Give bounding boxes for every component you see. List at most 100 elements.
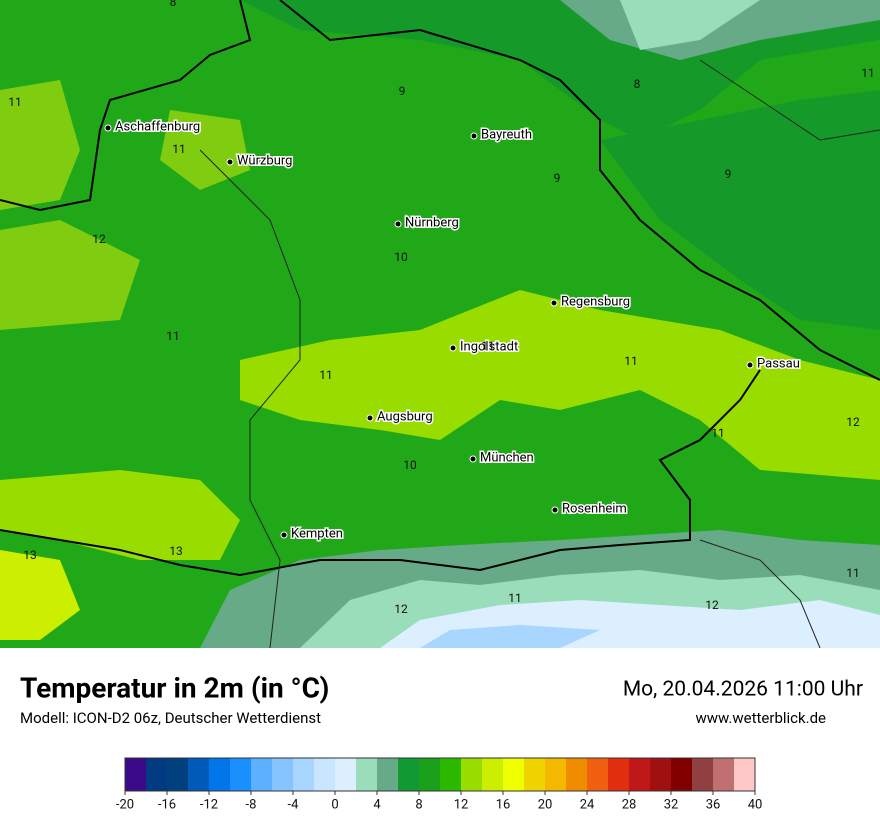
city-dot bbox=[394, 220, 402, 228]
colorbar-segment bbox=[671, 758, 693, 791]
alpine-area bbox=[420, 625, 600, 648]
colorbar-segment bbox=[440, 758, 462, 791]
colorbar-segment bbox=[503, 758, 525, 791]
city-label: Würzburg bbox=[237, 153, 293, 168]
city-dot bbox=[550, 299, 558, 307]
city-dot bbox=[746, 361, 754, 369]
colorbar-segment bbox=[230, 758, 252, 791]
temperature-label: 12 bbox=[394, 602, 408, 616]
state-border bbox=[199, 149, 301, 648]
colorbar-tick-label: 8 bbox=[415, 797, 422, 812]
city-dot bbox=[551, 506, 559, 514]
temperature-label: 13 bbox=[23, 548, 37, 562]
colorbar-segment bbox=[167, 758, 189, 791]
temperature-label: 9 bbox=[554, 171, 561, 185]
colorbar-tick-label: -20 bbox=[116, 797, 134, 812]
colorbar-segment bbox=[461, 758, 483, 791]
border bbox=[0, 369, 761, 577]
temperature-label: 11 bbox=[319, 368, 333, 382]
colorbar-segment bbox=[251, 758, 273, 791]
city-label: Augsburg bbox=[377, 409, 433, 424]
info-panel: Temperatur in 2m (in °C) Modell: ICON-D2… bbox=[20, 671, 863, 812]
city-label: Aschaffenburg bbox=[115, 119, 200, 134]
warm-area bbox=[0, 550, 80, 640]
website: www.wetterblick.de bbox=[696, 709, 827, 727]
colorbar-tick-label: 28 bbox=[622, 797, 637, 812]
city-label: Rosenheim bbox=[562, 501, 627, 516]
colorbar-segment bbox=[398, 758, 420, 791]
temperature-label: 12 bbox=[92, 232, 106, 246]
colorbar-tick-label: 36 bbox=[706, 797, 721, 812]
colorbar-segment bbox=[188, 758, 210, 791]
colorbar-segment bbox=[524, 758, 546, 791]
city-dot bbox=[470, 132, 478, 140]
temperature-label: 8 bbox=[634, 77, 641, 91]
temperature-label: 8 bbox=[170, 0, 177, 9]
temperature-label: 10 bbox=[394, 250, 408, 264]
colorbar-tick-label: -4 bbox=[288, 797, 300, 812]
city-label: Nürnberg bbox=[405, 215, 459, 230]
temperature-label: 11 bbox=[711, 426, 725, 440]
temperature-label: 11 bbox=[846, 566, 860, 580]
map: Aschaffenburg Würzburg Bayreuth Nürnberg Reg… bbox=[0, 0, 880, 648]
subtitle: Modell: ICON-D2 06z, Deutscher Wetterdie… bbox=[20, 709, 321, 727]
temperature-label: 9 bbox=[725, 167, 732, 181]
state-border bbox=[699, 59, 880, 141]
warm-area bbox=[0, 220, 140, 330]
colorbar-segment bbox=[125, 758, 147, 791]
temperature-label: 10 bbox=[403, 458, 417, 472]
temperature-label: 11 bbox=[624, 354, 638, 368]
state-border bbox=[699, 539, 821, 648]
border bbox=[279, 0, 880, 381]
city-label: Ingolstadt bbox=[460, 339, 518, 354]
city-label: Kempten bbox=[291, 526, 343, 541]
colorbar-segment bbox=[272, 758, 294, 791]
temperature-label: 12 bbox=[705, 598, 719, 612]
colorbar-tick-label: 4 bbox=[373, 797, 381, 812]
colorbar-segment bbox=[146, 758, 168, 791]
colorbar-tick-label: 16 bbox=[496, 797, 511, 812]
temperature-label: 11 bbox=[8, 95, 22, 109]
colorbar-segment bbox=[545, 758, 567, 791]
colorbar-segment bbox=[713, 758, 735, 791]
temperature-label: 12 bbox=[846, 415, 860, 429]
colorbar-tick-label: -12 bbox=[200, 797, 218, 812]
colorbar-segment bbox=[566, 758, 588, 791]
colorbar-tick-label: 12 bbox=[454, 797, 469, 812]
city-dot bbox=[366, 414, 374, 422]
colorbar-segment bbox=[335, 758, 357, 791]
colorbar-tick-label: 32 bbox=[664, 797, 679, 812]
city-label: Bayreuth bbox=[481, 127, 532, 142]
colorbar-segment bbox=[608, 758, 630, 791]
border bbox=[0, 0, 252, 212]
colorbar-frame bbox=[124, 757, 756, 792]
warm-area bbox=[160, 110, 250, 190]
temperature-label: 9 bbox=[399, 84, 406, 98]
colorbar-segment bbox=[419, 758, 441, 791]
temperature-label: 11 bbox=[172, 142, 186, 156]
city-dot bbox=[449, 344, 457, 352]
warm-area bbox=[0, 80, 80, 210]
colorbar-tick-label: 24 bbox=[580, 797, 595, 812]
colorbar: -20 -16 -12 -8 -4 0 4 8 12 16 20 24 28 32 36 40 bbox=[116, 757, 762, 812]
colorbar-segment bbox=[482, 758, 504, 791]
date: Mo, 20.04.2026 11:00 Uhr bbox=[623, 678, 863, 702]
temperature-label: 11 bbox=[481, 339, 495, 353]
colorbar-segment bbox=[734, 758, 756, 791]
city-dot bbox=[226, 158, 234, 166]
cool-area bbox=[600, 90, 880, 330]
colorbar-segment bbox=[692, 758, 714, 791]
colorbar-segment bbox=[650, 758, 672, 791]
temperature-label: 13 bbox=[169, 544, 183, 558]
city-label: München bbox=[480, 450, 534, 465]
colorbar-segment bbox=[314, 758, 336, 791]
colorbar-tick-label: 0 bbox=[331, 797, 338, 812]
city-label: Passau bbox=[757, 356, 800, 371]
colorbar-segment bbox=[377, 758, 399, 791]
city-label: Regensburg bbox=[561, 294, 630, 309]
title: Temperatur in 2m (in °C) bbox=[20, 671, 329, 704]
colorbar-segment bbox=[629, 758, 651, 791]
warm-area bbox=[240, 290, 880, 480]
colorbar-segment bbox=[356, 758, 378, 791]
